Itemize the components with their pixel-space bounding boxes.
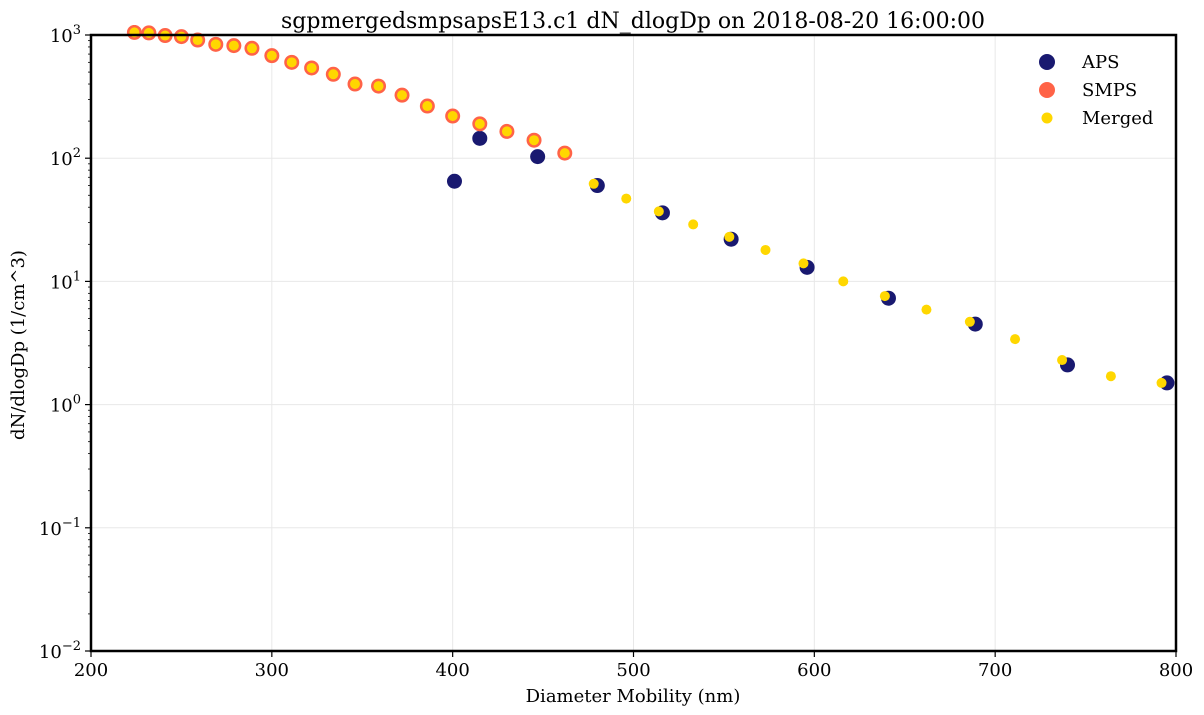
- x-tick-label: 800: [1159, 660, 1193, 681]
- merged-point: [501, 126, 512, 137]
- merged-point: [1010, 334, 1021, 345]
- merged-point: [228, 40, 239, 51]
- y-tick-label: 103: [50, 23, 81, 47]
- legend-label: Merged: [1082, 108, 1153, 129]
- legend-marker: [1041, 112, 1053, 124]
- x-tick-label: 700: [978, 660, 1012, 681]
- legend-marker: [1039, 54, 1055, 70]
- merged-point: [1105, 371, 1116, 382]
- x-tick-label: 600: [797, 660, 831, 681]
- merged-point: [760, 244, 771, 255]
- merged-point: [964, 316, 975, 327]
- merged-point: [266, 50, 277, 61]
- y-axis: 10−2 10−1 100 101 102 103: [39, 23, 91, 663]
- merged-point: [1057, 355, 1068, 366]
- merged-point: [447, 111, 458, 122]
- merged-point: [838, 276, 849, 287]
- y-tick-label: 102: [50, 146, 81, 170]
- merged-point: [192, 35, 203, 46]
- y-tick-label: 100: [50, 393, 81, 417]
- chart-title: sgpmergedsmpsapsE13.c1 dN_dlogDp on 2018…: [281, 9, 985, 34]
- legend-label: SMPS: [1082, 80, 1137, 101]
- y-tick-label: 101: [50, 269, 81, 293]
- merged-point: [798, 258, 809, 269]
- merged-point: [176, 31, 187, 42]
- merged-point: [621, 193, 632, 204]
- merged-point: [921, 304, 932, 315]
- merged-point: [328, 69, 339, 80]
- legend: APS SMPS Merged: [1039, 52, 1153, 129]
- merged-point: [210, 39, 221, 50]
- merged-point: [1156, 377, 1167, 388]
- y-tick-label: 10−2: [39, 639, 81, 663]
- x-axis-label: Diameter Mobility (nm): [526, 686, 741, 707]
- merged-point: [529, 135, 540, 146]
- merged-point: [653, 206, 664, 217]
- data-points: [126, 25, 1175, 391]
- x-tick-label: 300: [255, 660, 289, 681]
- merged-point: [724, 231, 735, 242]
- aps-point: [472, 130, 488, 146]
- x-tick-label: 400: [435, 660, 469, 681]
- aps-point: [530, 149, 546, 165]
- merged-point: [286, 57, 297, 68]
- merged-point: [879, 291, 890, 302]
- merged-point: [397, 90, 408, 101]
- y-tick-label: 10−1: [39, 516, 81, 540]
- merged-point: [422, 101, 433, 112]
- aps-point: [446, 173, 462, 189]
- x-tick-label: 200: [74, 660, 108, 681]
- merged-point: [373, 81, 384, 92]
- merged-point: [246, 43, 257, 54]
- merged-point: [688, 219, 699, 230]
- merged-point: [588, 178, 599, 189]
- y-axis-label: dN/dlogDp (1/cm^3): [8, 250, 29, 440]
- x-tick-label: 500: [616, 660, 650, 681]
- merged-point: [306, 62, 317, 73]
- x-axis: 200 300 400 500 600 700 800: [74, 651, 1193, 681]
- legend-marker: [1039, 82, 1055, 98]
- merged-point: [350, 79, 361, 90]
- merged-point: [143, 27, 154, 38]
- merged-point: [474, 118, 485, 129]
- legend-label: APS: [1081, 52, 1119, 73]
- merged-point: [559, 148, 570, 159]
